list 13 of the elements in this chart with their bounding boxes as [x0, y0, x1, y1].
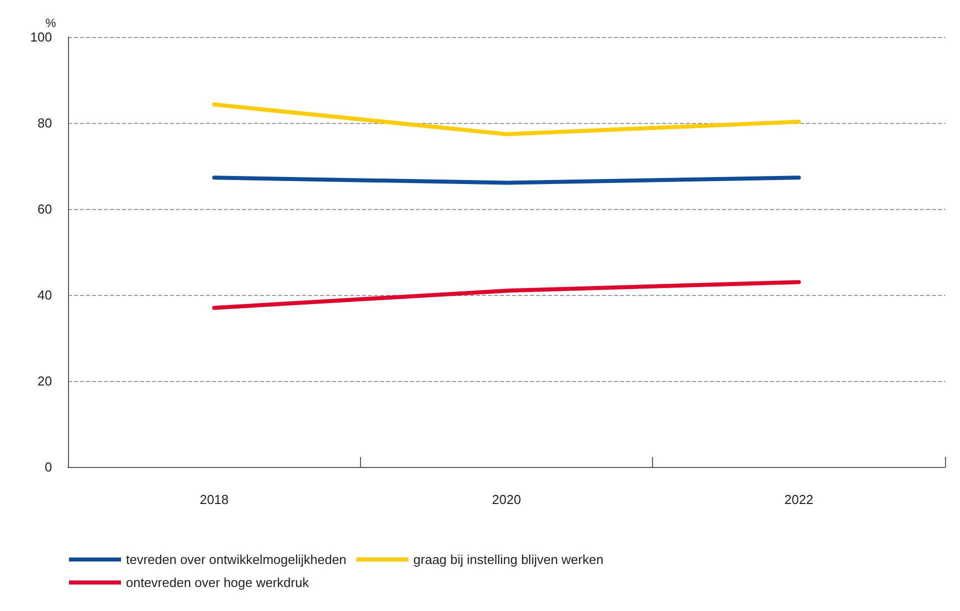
- y-tick-label: 60: [38, 202, 52, 216]
- y-tick-label: 80: [38, 116, 52, 130]
- x-tick-label: 2018: [200, 492, 229, 507]
- x-tick-label: 2022: [784, 492, 814, 507]
- legend-label: tevreden over ontwikkelmogelijkheden: [126, 552, 346, 567]
- y-axis-title: %: [45, 16, 56, 30]
- y-tick-label: 0: [44, 460, 52, 474]
- y-tick-label: 20: [38, 374, 52, 388]
- y-tick-label: 100: [30, 30, 52, 44]
- legend-label: ontevreden over hoge werkdruk: [126, 575, 310, 590]
- y-tick-label: 40: [38, 288, 52, 302]
- legend-label: graag bij instelling blijven werken: [413, 552, 604, 567]
- x-tick-label: 2020: [492, 492, 521, 507]
